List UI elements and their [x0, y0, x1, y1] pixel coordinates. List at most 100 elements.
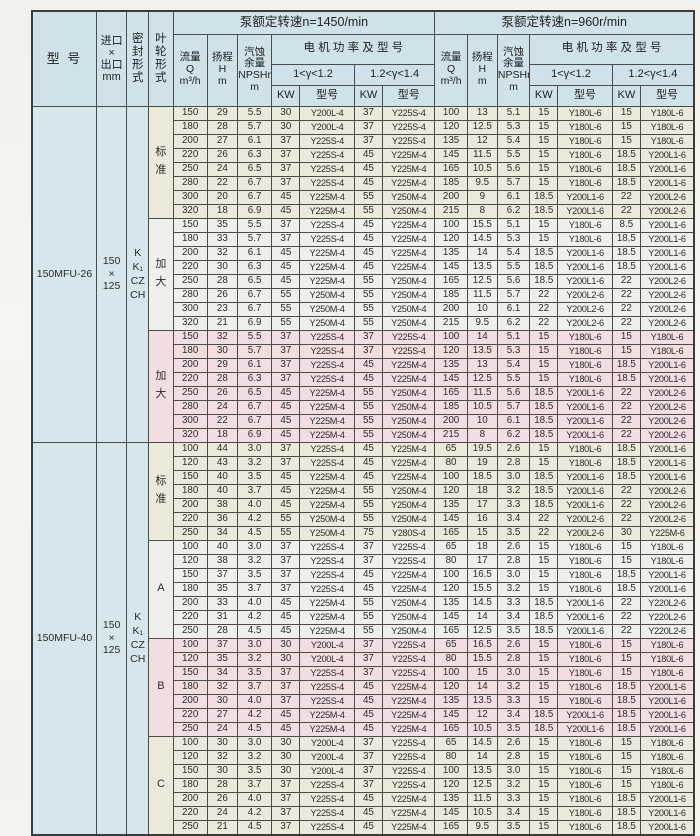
data-cell: Y180L-6 [557, 791, 613, 807]
data-cell: Y250M-4 [382, 189, 436, 205]
table-row: 250 28 4.5 45 Y225M-4 55 Y250M-4 165 12.5 3.5 18.5… [32, 623, 695, 639]
table-row: 200 38 4.0 45 Y225M-4 55 Y250M-4 135 17 3.3 18.5 Y2… [32, 497, 695, 513]
data-cell: Y200L1-6 [639, 175, 695, 191]
data-cell: 22 [611, 497, 641, 513]
data-cell: 4.2 [236, 707, 273, 723]
data-cell: 45 [353, 693, 384, 709]
data-cell: Y225M-4 [299, 203, 355, 219]
data-cell: 45 [353, 455, 384, 471]
data-cell: 45 [353, 245, 384, 261]
data-cell: Y200L1-6 [557, 245, 613, 261]
data-cell: 9 [466, 189, 498, 205]
data-cell: 145 [434, 147, 468, 163]
data-cell: Y200L1-6 [557, 189, 613, 205]
data-cell: Y225S-4 [299, 343, 355, 359]
data-cell: Y250M-4 [382, 497, 436, 513]
data-cell: 37 [271, 329, 301, 345]
data-cell: 34 [206, 525, 238, 541]
data-cell: Y200L1-6 [557, 427, 613, 443]
data-cell: 250 [172, 819, 208, 835]
data-cell: Y225M-4 [299, 189, 355, 205]
data-cell: 18.5 [529, 259, 559, 275]
data-cell: Y180L-6 [557, 665, 613, 681]
data-cell: 3.5 [496, 623, 531, 639]
data-cell: Y225M-6 [639, 525, 695, 541]
data-cell: 29 [206, 357, 238, 373]
data-cell: Y225M-4 [382, 581, 436, 597]
data-cell: 15 [529, 581, 559, 597]
data-cell: 24 [206, 399, 238, 415]
data-cell: Y225M-4 [382, 147, 436, 163]
data-cell: Y225S-4 [382, 329, 436, 345]
data-cell: 19 [466, 455, 498, 471]
data-cell: 18.5 [611, 819, 641, 835]
data-cell: 10.5 [466, 721, 498, 737]
data-cell: Y220L2-6 [639, 623, 695, 639]
data-cell: 250 [172, 273, 208, 289]
data-cell: Y180L-6 [557, 147, 613, 163]
data-cell: 37 [353, 133, 384, 149]
data-cell: 200 [172, 133, 208, 149]
header-speed-960: 泵额定转速n=960r/min [434, 10, 695, 35]
data-cell: 18.5 [529, 721, 559, 737]
data-cell: 13 [466, 105, 498, 121]
data-cell: 18 [206, 203, 238, 219]
data-cell: 280 [172, 287, 208, 303]
data-cell: 30 [206, 735, 238, 751]
table-row: 180 33 5.7 37 Y225S-4 45 Y225M-4 120 14.5 5.3 15 Y1… [32, 231, 695, 247]
table-row: 150 37 3.5 37 Y225S-4 45 Y225M-4 100 16.5 3.0 15 Y1… [32, 567, 695, 583]
data-cell: 15 [529, 231, 559, 247]
data-cell: 11.5 [466, 287, 498, 303]
data-cell: 200 [434, 301, 468, 317]
header-motor-model-1: 型号 [299, 84, 355, 107]
data-cell: 18.5 [529, 609, 559, 625]
data-cell: Y180L-6 [557, 553, 613, 569]
data-cell: 80 [434, 749, 468, 765]
data-cell: 15 [529, 805, 559, 821]
data-cell: Y250M-4 [382, 203, 436, 219]
data-cell: 4.0 [236, 497, 273, 513]
data-cell: Y225M-4 [382, 441, 436, 457]
data-cell: 5.7 [496, 175, 531, 191]
data-cell: 13.5 [466, 763, 498, 779]
data-cell: Y220L2-6 [639, 609, 695, 625]
data-cell: 15 [611, 763, 641, 779]
data-cell: 45 [353, 175, 384, 191]
data-cell: 2.6 [496, 637, 531, 653]
data-cell: 10.5 [466, 161, 498, 177]
data-cell: 200 [172, 693, 208, 709]
data-cell: 22 [611, 413, 641, 429]
table-row: 200 33 4.0 45 Y225M-4 55 Y250M-4 135 14.5 3.3 18.5… [32, 595, 695, 611]
data-cell: Y200L1-6 [639, 245, 695, 261]
data-cell: 22 [611, 301, 641, 317]
data-cell: 45 [271, 427, 301, 443]
data-cell: 100 [434, 105, 468, 121]
data-cell: 18.5 [611, 693, 641, 709]
table-row: 280 24 6.7 45 Y225M-4 55 Y250M-4 185 10.5 5.7 18.5… [32, 399, 695, 415]
data-cell: 6.3 [236, 371, 273, 387]
data-cell: Y225S-4 [382, 651, 436, 667]
data-cell: 120 [434, 119, 468, 135]
data-cell: 145 [434, 259, 468, 275]
data-cell: 18 [466, 483, 498, 499]
data-cell: 44 [206, 441, 238, 457]
data-cell: 3.4 [496, 707, 531, 723]
data-cell: 34 [206, 665, 238, 681]
data-cell: Y280S-4 [382, 525, 436, 541]
data-cell: Y200L2-6 [639, 273, 695, 289]
data-cell: 28 [206, 273, 238, 289]
data-cell: Y225S-4 [299, 455, 355, 471]
data-cell: 37 [353, 343, 384, 359]
data-cell: 3.5 [496, 525, 531, 541]
header-npsh-960: 汽蚀 余量 NPSHr m [496, 33, 531, 107]
data-cell: 16 [466, 511, 498, 527]
table-row: 120 32 3.2 30 Y200L-4 37 Y225S-4 80 14 2.8 15 Y180L… [32, 749, 695, 765]
data-cell: 280 [172, 175, 208, 191]
data-cell: 15 [529, 735, 559, 751]
data-cell: 33 [206, 231, 238, 247]
data-cell: Y200L2-6 [639, 483, 695, 499]
data-cell: Y225S-4 [299, 133, 355, 149]
data-cell: 18.5 [611, 581, 641, 597]
data-cell: Y200L2-6 [639, 315, 695, 331]
data-cell: 2.8 [496, 553, 531, 569]
